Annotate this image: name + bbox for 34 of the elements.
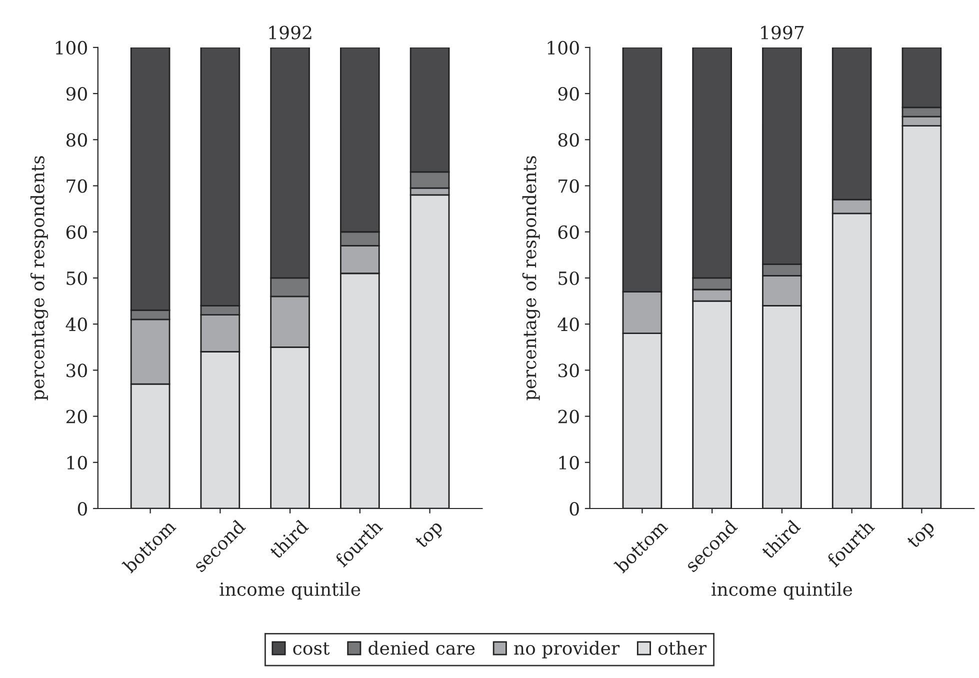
y-tick-label: 30 [66,364,87,378]
y-tick-label: 70 [66,179,87,193]
y-tick-label: 70 [558,179,579,193]
y-tick-label: 50 [66,271,87,286]
y-tick-label: 80 [558,133,579,147]
y-tick-label: 50 [558,271,579,286]
y-tick-label: 40 [66,318,87,332]
y-axis-title: percentage of respondents [522,156,540,400]
y-tick-label: 40 [558,318,579,332]
y-tick-label: 90 [66,87,87,101]
y-tick-label: 30 [558,364,579,378]
y-tick-label: 0 [570,502,579,516]
y-tick-label: 10 [559,456,579,470]
chart-title: 1997 [761,26,804,40]
y-tick-label: 80 [66,133,87,147]
y-tick-label: 10 [67,456,87,470]
y-tick-label: 60 [66,225,87,239]
x-axis-title: income quintile [712,582,852,600]
legend-label: cost [293,642,330,655]
legend-label: other [658,640,707,655]
y-tick-label: 20 [558,410,579,424]
y-tick-label: 100 [548,40,579,55]
x-tick-label: top [906,520,938,552]
chart-title: 1992 [269,26,312,40]
legend-label: no provider [514,640,620,658]
x-axis-title: income quintile [220,582,360,600]
y-tick-label: 60 [558,225,579,239]
y-axis-title: percentage of respondents [30,156,48,400]
x-tick-label: top [414,520,446,552]
y-tick-label: 90 [558,87,579,101]
y-tick-label: 0 [78,502,87,516]
y-tick-label: 20 [66,410,87,424]
legend-label: denied care [368,640,475,655]
y-tick-label: 100 [56,40,87,55]
